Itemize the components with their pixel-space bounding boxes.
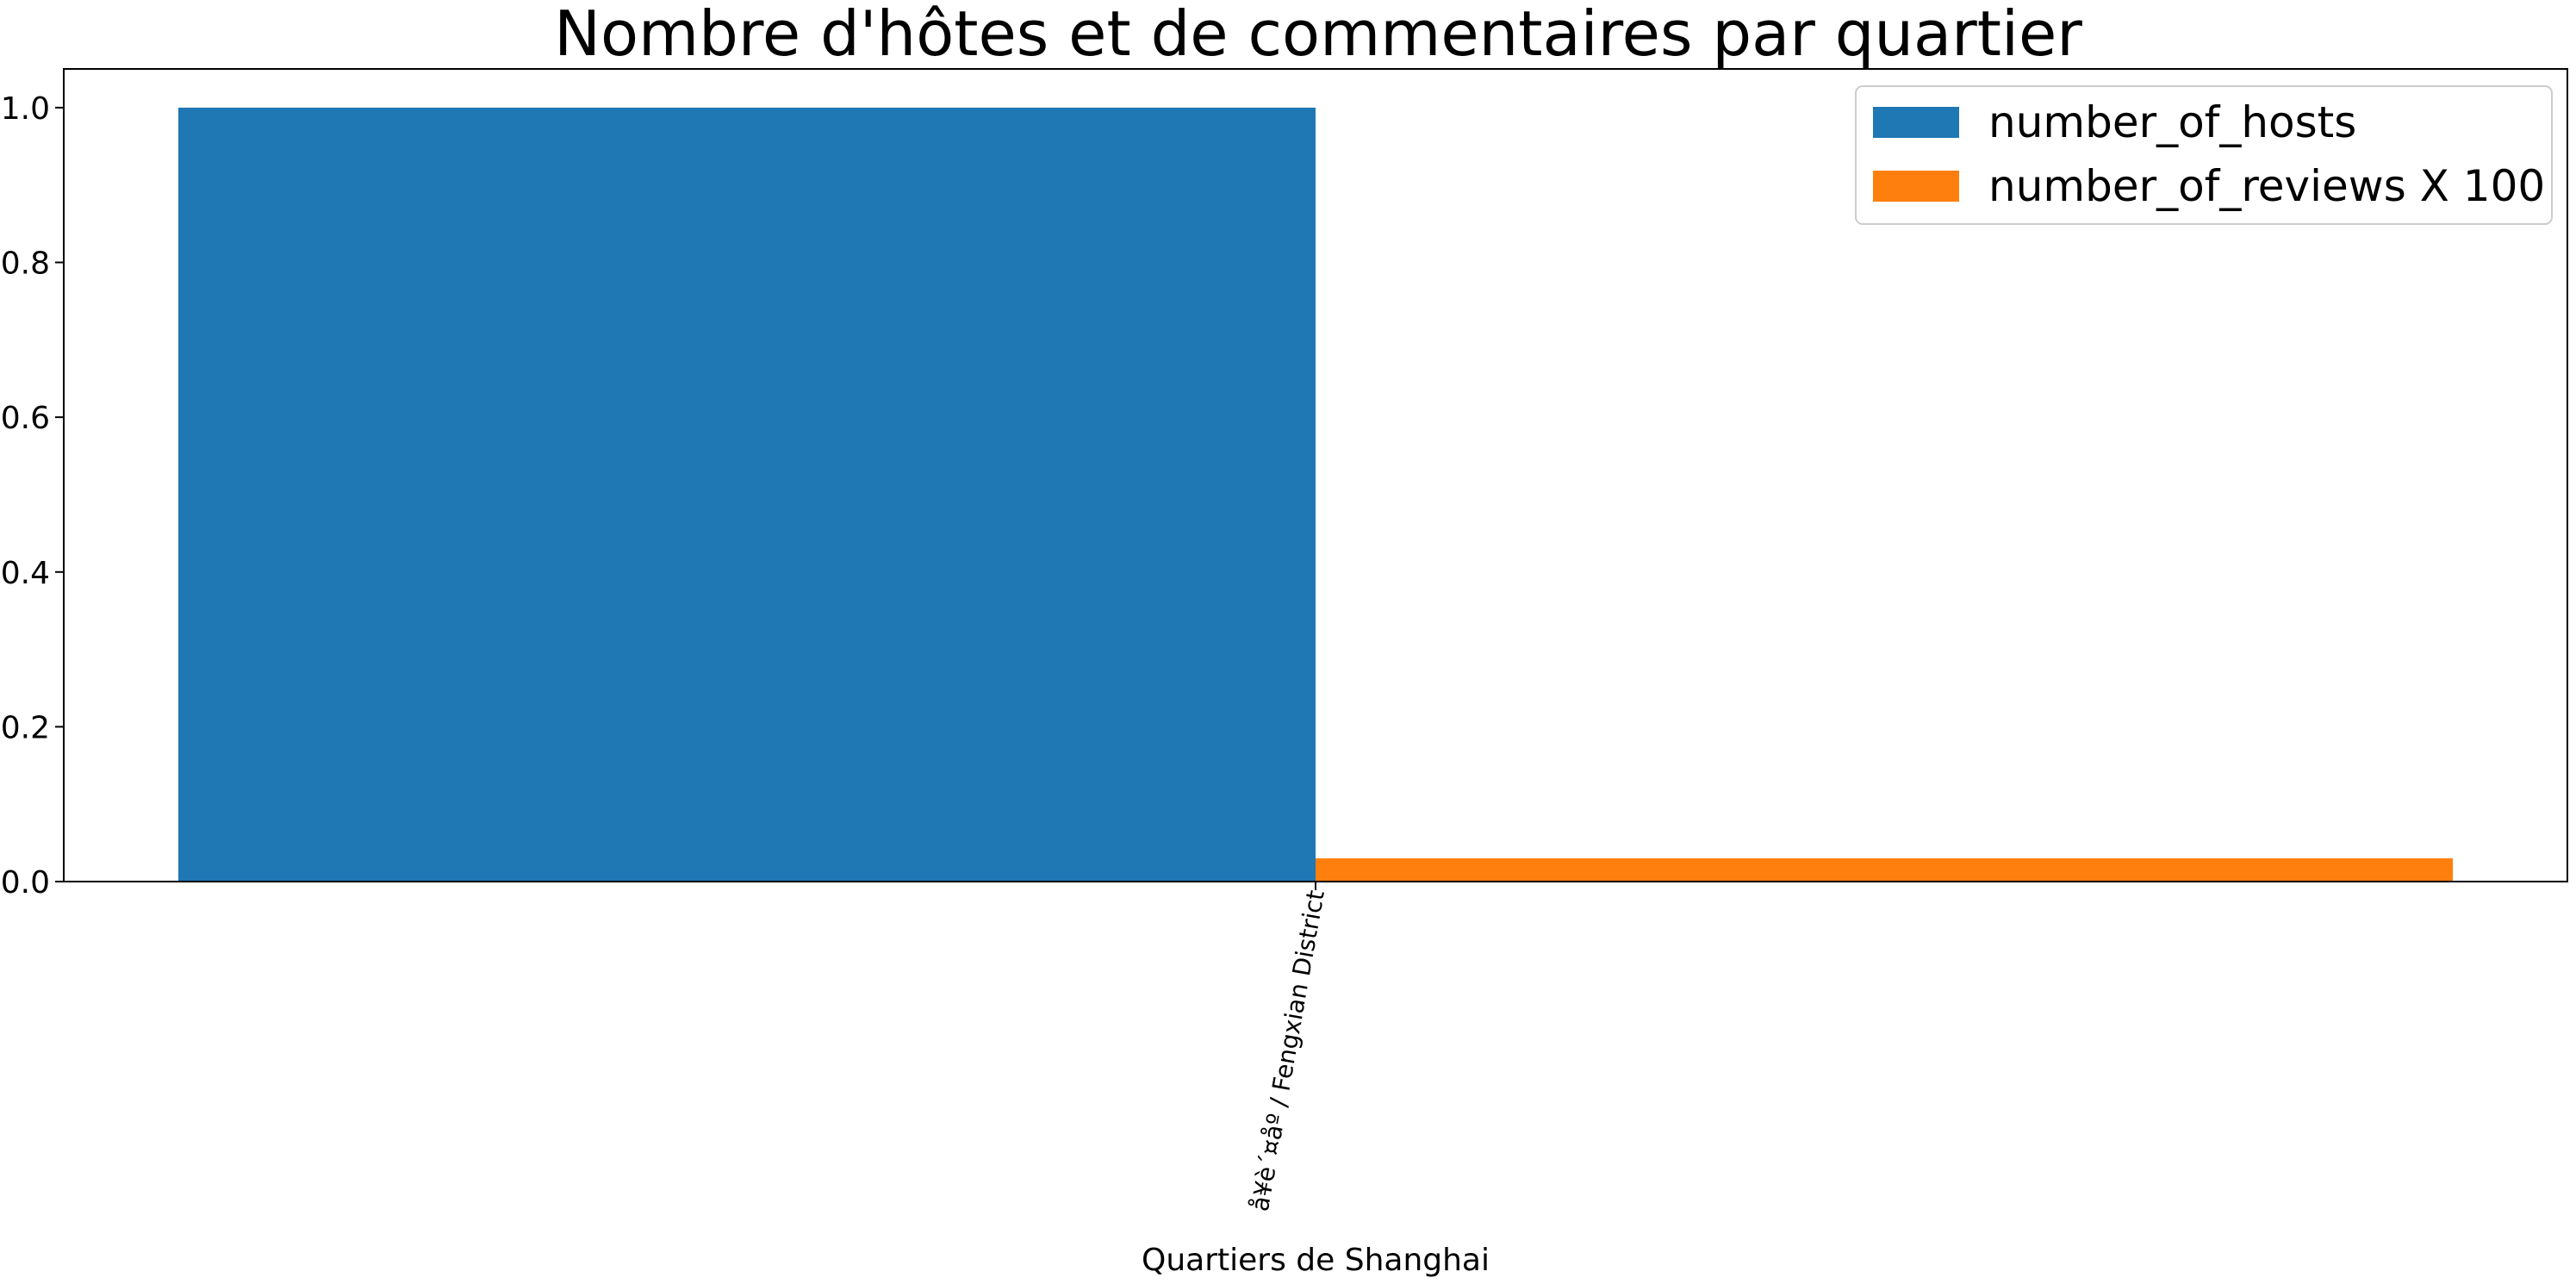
legend: number_of_hosts number_of_reviews X 100 [1855,85,2553,225]
y-tick-label: 0.2 [1,710,50,745]
y-tick-label: 0.0 [1,865,50,901]
legend-swatch [1873,107,1959,138]
legend-box [1855,85,2553,225]
y-tick-label: 0.4 [1,556,50,591]
plot-area [178,107,2453,882]
y-axis: 0.0 0.2 0.4 0.6 0.8 1.0 [1,91,64,901]
bar-number-of-reviews-x-100 [1316,858,2453,882]
axes-frame [63,68,2568,882]
legend-label: number_of_reviews X 100 [1988,161,2545,211]
y-tick-label: 0.6 [1,401,50,436]
bar-number-of-hosts [178,107,1316,882]
chart-title: Nombre d'hôtes et de commentaires par qu… [554,0,2082,70]
y-tick-label: 1.0 [1,91,50,127]
legend-swatch [1873,171,1959,202]
x-axis-label: Quartiers de Shanghai [1142,1243,1490,1278]
legend-label: number_of_hosts [1988,97,2356,147]
y-tick-label: 0.8 [1,246,50,282]
